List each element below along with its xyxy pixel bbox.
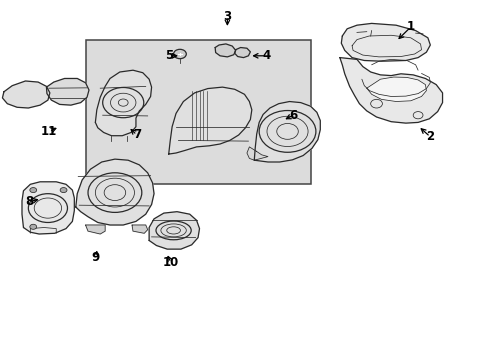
Polygon shape [46, 78, 89, 105]
Circle shape [173, 49, 186, 59]
Text: 7: 7 [133, 129, 141, 141]
Text: 8: 8 [25, 195, 33, 208]
Text: 11: 11 [41, 125, 57, 138]
Polygon shape [246, 147, 267, 160]
Polygon shape [2, 81, 50, 108]
Text: 4: 4 [262, 49, 270, 62]
Text: 5: 5 [164, 49, 172, 62]
Text: 10: 10 [163, 256, 179, 269]
Polygon shape [132, 225, 147, 233]
Polygon shape [149, 212, 199, 249]
Circle shape [30, 188, 37, 193]
Polygon shape [339, 58, 442, 123]
Text: 3: 3 [223, 10, 231, 23]
Text: 6: 6 [289, 109, 297, 122]
Polygon shape [234, 48, 250, 58]
Circle shape [30, 224, 37, 229]
Polygon shape [254, 102, 320, 162]
Polygon shape [76, 159, 154, 225]
Polygon shape [366, 77, 426, 102]
Polygon shape [85, 225, 105, 234]
Text: 1: 1 [406, 21, 414, 33]
Bar [85, 40, 310, 184]
Polygon shape [95, 70, 151, 136]
Polygon shape [341, 23, 429, 61]
Polygon shape [22, 182, 74, 234]
Text: 2: 2 [426, 130, 433, 143]
Circle shape [60, 188, 67, 193]
Text: 9: 9 [91, 251, 99, 264]
Polygon shape [168, 87, 251, 154]
Polygon shape [215, 44, 235, 57]
